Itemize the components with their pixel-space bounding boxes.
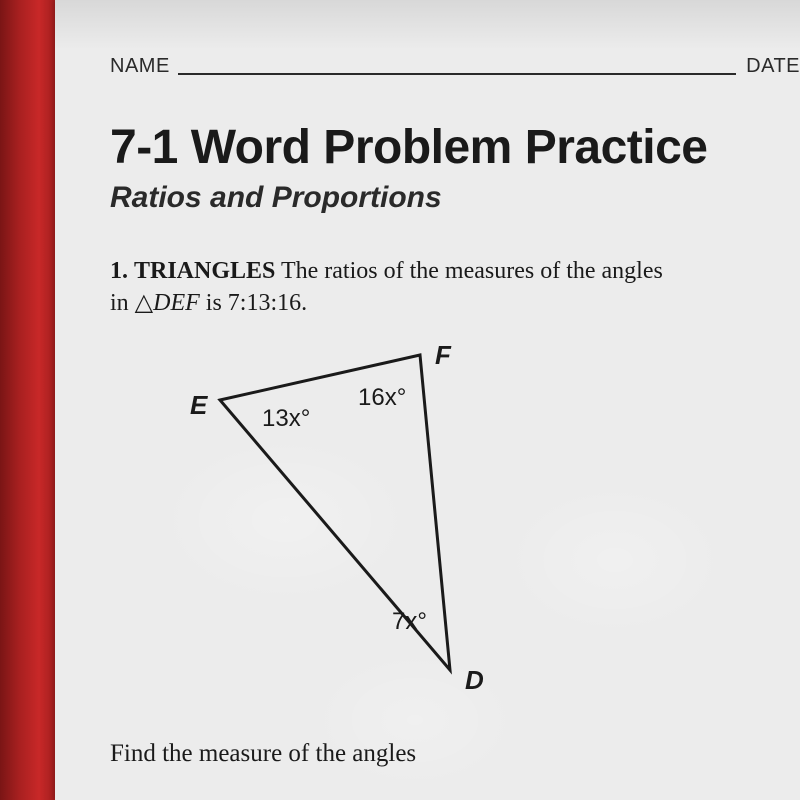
problem-text-2: is 7:13:16.: [200, 290, 307, 316]
angle-label-f: 16x°: [358, 384, 406, 412]
header-row: NAME DATE: [110, 55, 790, 78]
problem-number: 1.: [110, 258, 128, 284]
worksheet-content: NAME DATE 7-1 Word Problem Practice Rati…: [110, 55, 790, 768]
problem-1: 1. TRIANGLES The ratios of the measures …: [110, 255, 670, 320]
vertex-label-e: E: [190, 390, 207, 421]
problem-topic: TRIANGLES: [134, 258, 275, 284]
name-label: NAME: [110, 55, 170, 78]
instruction-text: Find the measure of the angles: [110, 740, 790, 768]
worksheet-subtitle: Ratios and Proportions: [110, 181, 790, 215]
vertex-label-d: D: [465, 665, 484, 696]
triangle-name: DEF: [153, 290, 200, 316]
triangle-figure: E F D 13x° 16x° 7x°: [200, 350, 520, 710]
worksheet-title: 7-1 Word Problem Practice: [110, 120, 790, 175]
date-label: DATE: [746, 55, 800, 78]
angle-label-d: 7x°: [392, 608, 427, 636]
angle-label-e: 13x°: [262, 405, 310, 433]
vertex-label-f: F: [435, 340, 451, 371]
paper-top-shade: [55, 0, 800, 50]
triangle-symbol: △: [135, 290, 153, 316]
name-blank-line: [178, 72, 736, 75]
